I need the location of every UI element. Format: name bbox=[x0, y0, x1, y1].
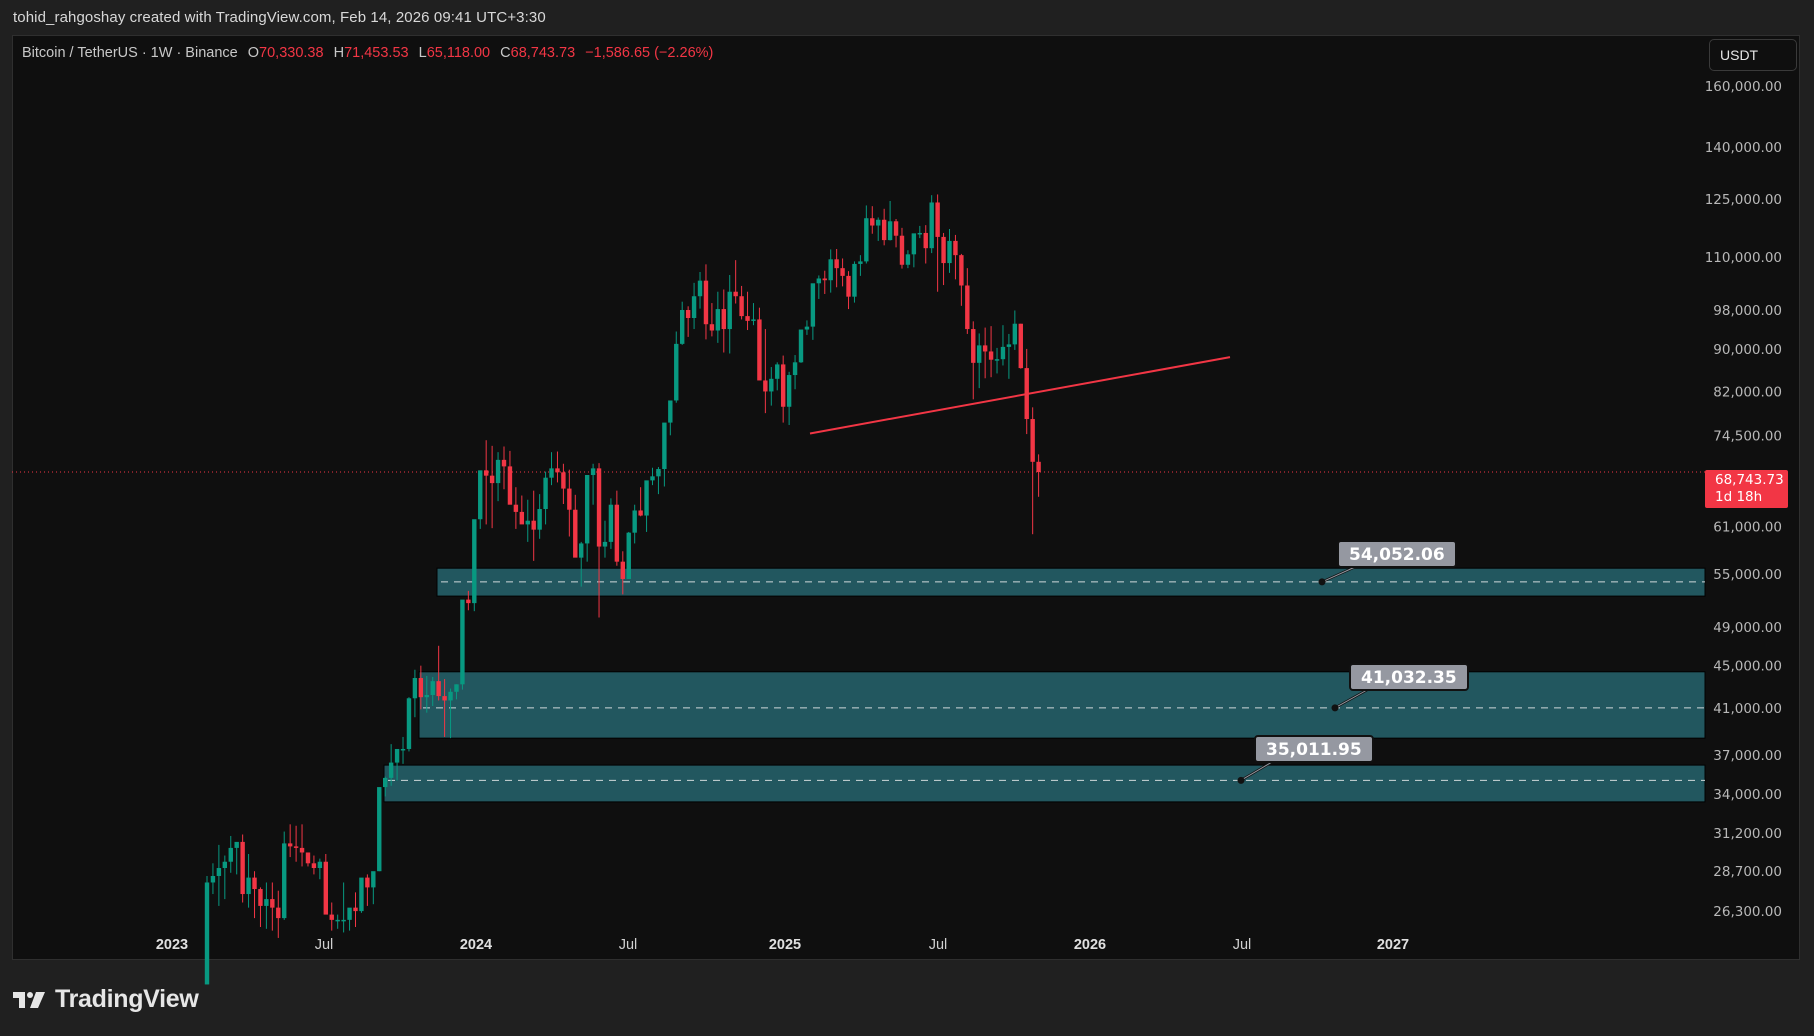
price-tick-label: 37,000.00 bbox=[1713, 748, 1782, 764]
zone-price-label-3[interactable]: 35,011.95 bbox=[1254, 735, 1374, 763]
callout-anchor-dot bbox=[1237, 776, 1245, 784]
time-tick-label: Jul bbox=[315, 937, 334, 953]
currency-button[interactable]: USDT bbox=[1709, 39, 1797, 71]
open-value: 70,330.38 bbox=[259, 45, 324, 61]
price-tick-label: 110,000.00 bbox=[1705, 250, 1782, 266]
symbol-legend: Bitcoin / TetherUS · 1W · Binance O70,33… bbox=[22, 45, 713, 61]
tradingview-logo[interactable]: TradingView bbox=[13, 985, 199, 1014]
price-tick-label: 41,000.00 bbox=[1713, 701, 1782, 717]
price-tick-label: 98,000.00 bbox=[1713, 303, 1782, 319]
high-label: H bbox=[333, 45, 345, 61]
price-tick-label: 55,000.00 bbox=[1713, 567, 1782, 583]
time-tick-label: 2027 bbox=[1377, 937, 1409, 953]
callout-anchor-dot bbox=[1318, 578, 1326, 586]
price-tick-label: 26,300.00 bbox=[1713, 904, 1782, 920]
price-tick-label: 31,200.00 bbox=[1713, 826, 1782, 842]
callout-anchor-dot bbox=[1331, 704, 1339, 712]
time-tick-label: 2024 bbox=[460, 937, 492, 953]
time-tick-label: Jul bbox=[619, 937, 638, 953]
trendline-segment[interactable] bbox=[809, 356, 1231, 435]
support-zones bbox=[383, 567, 1706, 803]
price-tick-label: 125,000.00 bbox=[1705, 192, 1782, 208]
price-tick-label: 90,000.00 bbox=[1713, 342, 1782, 358]
price-tick-label: 74,500.00 bbox=[1713, 428, 1782, 444]
low-label: L bbox=[418, 45, 427, 61]
zone-price-label-2[interactable]: 41,032.35 bbox=[1349, 663, 1469, 691]
time-tick-label: 2026 bbox=[1074, 937, 1106, 953]
tradingview-logo-icon bbox=[13, 991, 45, 1008]
price-tick-label: 45,000.00 bbox=[1713, 659, 1782, 675]
zone-price-label-1[interactable]: 54,052.06 bbox=[1337, 540, 1457, 568]
trendline[interactable] bbox=[809, 356, 1231, 435]
brand-name: TradingView bbox=[55, 985, 199, 1013]
price-tick-label: 49,000.00 bbox=[1713, 620, 1782, 636]
zone-rect[interactable] bbox=[418, 671, 1706, 739]
time-tick-label: Jul bbox=[1233, 937, 1252, 953]
last-price-value: 68,743.73 bbox=[1715, 472, 1784, 488]
zone-rect[interactable] bbox=[436, 567, 1706, 597]
close-value: 68,743.73 bbox=[510, 45, 576, 61]
last-price-tag: 68,743.73 1d 18h bbox=[1705, 470, 1788, 508]
price-tick-label: 28,700.00 bbox=[1713, 864, 1782, 880]
price-tick-label: 160,000.00 bbox=[1705, 79, 1782, 95]
time-tick-label: Jul bbox=[929, 937, 948, 953]
high-value: 71,453.53 bbox=[344, 45, 409, 61]
price-tick-label: 61,000.00 bbox=[1713, 520, 1782, 536]
low-value: 65,118.00 bbox=[426, 45, 491, 61]
chart-attribution: tohid_rahgoshay created with TradingView… bbox=[13, 9, 546, 26]
bar-countdown: 1d 18h bbox=[1715, 489, 1763, 505]
change-value: −1,586.65 (−2.26%) bbox=[585, 45, 714, 61]
price-axis[interactable]: 160,000.00 140,000.00 125,000.00 110,000.00… bbox=[1705, 79, 1782, 920]
symbol-name: Bitcoin / TetherUS · 1W · Binance bbox=[22, 45, 238, 61]
chart-pane[interactable] bbox=[12, 35, 1800, 960]
time-axis[interactable]: 2023 Jul 2024 Jul 2025 Jul 2026 Jul 2027 bbox=[156, 937, 1409, 953]
price-tick-label: 34,000.00 bbox=[1713, 787, 1782, 803]
close-label: C bbox=[500, 45, 511, 61]
time-tick-label: 2023 bbox=[156, 937, 188, 953]
price-tick-label: 82,000.00 bbox=[1713, 384, 1782, 400]
time-tick-label: 2025 bbox=[769, 937, 801, 953]
price-tick-label: 140,000.00 bbox=[1705, 140, 1782, 156]
zone-rect[interactable] bbox=[383, 764, 1706, 803]
open-label: O bbox=[247, 45, 260, 61]
